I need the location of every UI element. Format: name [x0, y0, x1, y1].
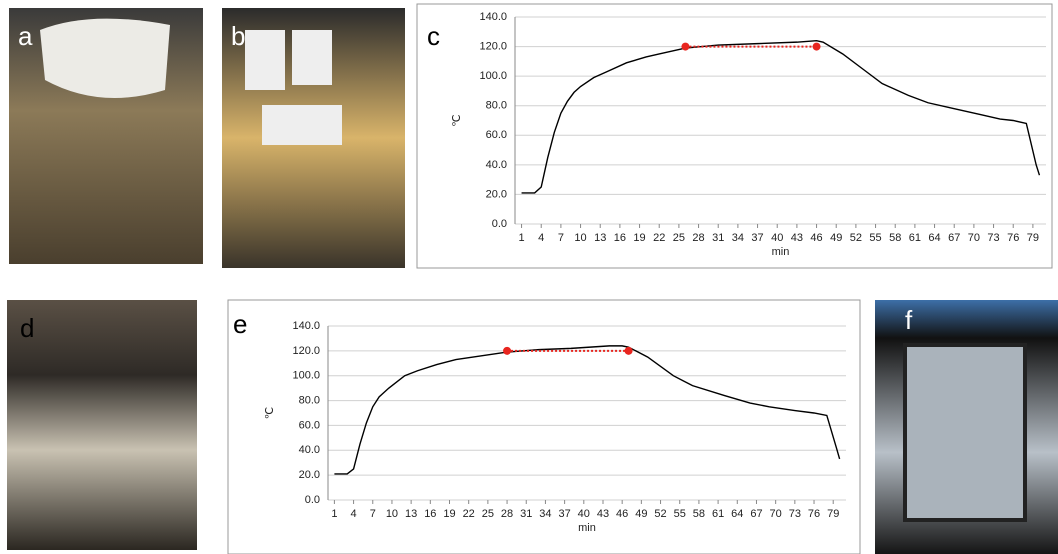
x-tick-label: 10 [386, 508, 398, 520]
x-tick-label: 28 [692, 232, 704, 244]
y-tick-label: 40.0 [486, 159, 507, 171]
x-tick-label: 7 [370, 508, 376, 520]
x-tick-label: 16 [424, 508, 436, 520]
x-tick-label: 1 [518, 232, 524, 244]
y-axis-label: ℃ [451, 114, 463, 126]
x-tick-label: 52 [654, 508, 666, 520]
x-tick-label: 40 [578, 508, 590, 520]
y-tick-label: 80.0 [486, 100, 507, 112]
x-tick-label: 28 [501, 508, 513, 520]
x-tick-label: 64 [731, 508, 743, 520]
y-tick-label: 60.0 [299, 419, 320, 431]
x-tick-label: 34 [732, 232, 744, 244]
x-axis-label: min [578, 522, 596, 534]
x-tick-label: 40 [771, 232, 783, 244]
x-tick-label: 7 [558, 232, 564, 244]
x-tick-label: 22 [463, 508, 475, 520]
x-tick-label: 49 [830, 232, 842, 244]
series-line [521, 39, 1041, 194]
point [503, 346, 512, 355]
rack [245, 30, 285, 90]
x-tick-label: 79 [827, 508, 839, 520]
rack [262, 105, 342, 145]
panel-label: d [20, 313, 34, 343]
y-tick-label: 100.0 [479, 70, 507, 82]
x-tick-label: 25 [482, 508, 494, 520]
panel-label: e [233, 309, 247, 339]
y-tick-label: 40.0 [299, 444, 320, 456]
x-tick-label: 64 [928, 232, 940, 244]
chart-frame [227, 299, 861, 554]
point [681, 42, 690, 51]
x-tick-label: 58 [693, 508, 705, 520]
x-tick-label: 43 [597, 508, 609, 520]
y-tick-label: 20.0 [299, 469, 320, 481]
x-tick-label: 4 [351, 508, 357, 520]
x-tick-label: 22 [653, 232, 665, 244]
y-tick-label: 120.0 [479, 40, 507, 52]
x-tick-label: 67 [750, 508, 762, 520]
y-tick-label: 0.0 [305, 494, 320, 506]
panel-label: f [905, 305, 913, 335]
point [812, 42, 821, 51]
x-tick-label: 70 [968, 232, 980, 244]
cloth [40, 18, 170, 99]
x-tick-label: 49 [635, 508, 647, 520]
y-axis-label: ℃ [264, 407, 276, 419]
point [624, 346, 633, 355]
y-tick-label: 20.0 [486, 188, 507, 200]
x-tick-label: 46 [616, 508, 628, 520]
series-line [334, 345, 841, 475]
x-tick-label: 79 [1027, 232, 1039, 244]
window [903, 343, 1027, 522]
chart-frame [416, 3, 1053, 269]
x-tick-label: 31 [712, 232, 724, 244]
x-tick-label: 25 [673, 232, 685, 244]
x-tick-label: 19 [443, 508, 455, 520]
x-tick-label: 13 [405, 508, 417, 520]
x-tick-label: 43 [791, 232, 803, 244]
x-axis-label: min [772, 246, 790, 258]
x-tick-label: 37 [751, 232, 763, 244]
x-tick-label: 76 [808, 508, 820, 520]
x-tick-label: 37 [558, 508, 570, 520]
x-tick-label: 67 [948, 232, 960, 244]
x-tick-label: 31 [520, 508, 532, 520]
panel-label: c [427, 21, 440, 51]
x-tick-label: 58 [889, 232, 901, 244]
x-tick-label: 10 [574, 232, 586, 244]
x-tick-label: 55 [674, 508, 686, 520]
x-tick-label: 34 [539, 508, 551, 520]
y-tick-label: 0.0 [492, 218, 507, 230]
y-tick-label: 140.0 [292, 320, 320, 332]
panel-label: b [231, 21, 245, 51]
x-tick-label: 4 [538, 232, 544, 244]
x-tick-label: 55 [869, 232, 881, 244]
y-tick-label: 100.0 [292, 370, 320, 382]
x-tick-label: 19 [633, 232, 645, 244]
x-tick-label: 1 [331, 508, 337, 520]
x-tick-label: 13 [594, 232, 606, 244]
x-tick-label: 70 [770, 508, 782, 520]
panel-label: a [18, 21, 33, 51]
x-tick-label: 73 [987, 232, 999, 244]
y-tick-label: 60.0 [486, 129, 507, 141]
x-tick-label: 61 [909, 232, 921, 244]
rack [292, 30, 332, 85]
x-tick-label: 76 [1007, 232, 1019, 244]
x-tick-label: 73 [789, 508, 801, 520]
y-tick-label: 80.0 [299, 394, 320, 406]
x-tick-label: 46 [810, 232, 822, 244]
y-tick-label: 140.0 [479, 11, 507, 23]
y-tick-label: 120.0 [292, 345, 320, 357]
x-tick-label: 16 [614, 232, 626, 244]
photo-d [7, 300, 197, 550]
x-tick-label: 61 [712, 508, 724, 520]
x-tick-label: 52 [850, 232, 862, 244]
